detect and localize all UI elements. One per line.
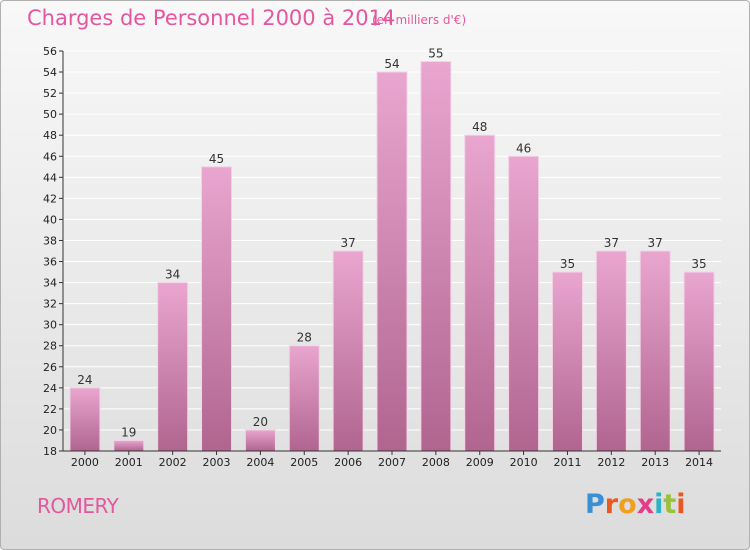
x-tick-label: 2009 bbox=[466, 456, 494, 469]
y-tick-label: 20 bbox=[43, 424, 57, 437]
x-tick-label: 2014 bbox=[685, 456, 713, 469]
logo-letter: r bbox=[604, 489, 619, 520]
x-tick-label: 2010 bbox=[510, 456, 538, 469]
data-label: 35 bbox=[691, 257, 706, 271]
data-label: 55 bbox=[428, 47, 443, 61]
data-label: 54 bbox=[384, 57, 399, 71]
bar bbox=[244, 429, 276, 452]
logo-letter: x bbox=[636, 489, 655, 520]
bar bbox=[157, 282, 189, 452]
data-label: 19 bbox=[121, 425, 136, 439]
logo-letter: t bbox=[663, 489, 677, 520]
y-tick-label: 28 bbox=[43, 340, 57, 353]
x-tick-label: 2011 bbox=[553, 456, 581, 469]
bar bbox=[69, 387, 101, 452]
x-tick-label: 2008 bbox=[422, 456, 450, 469]
y-tick-label: 50 bbox=[43, 108, 57, 121]
data-label: 37 bbox=[340, 236, 355, 250]
data-label: 48 bbox=[472, 120, 487, 134]
bar bbox=[288, 345, 320, 452]
bar bbox=[201, 166, 233, 452]
logo-letter: i bbox=[654, 489, 664, 520]
data-label: 28 bbox=[297, 331, 312, 345]
data-label: 37 bbox=[648, 236, 663, 250]
y-tick-label: 40 bbox=[43, 213, 57, 226]
data-label: 34 bbox=[165, 268, 180, 282]
y-tick-label: 24 bbox=[43, 382, 57, 395]
data-label: 45 bbox=[209, 152, 224, 166]
bar bbox=[683, 271, 715, 452]
y-tick-label: 36 bbox=[43, 256, 57, 269]
x-tick-label: 2006 bbox=[334, 456, 362, 469]
data-label: 37 bbox=[604, 236, 619, 250]
logo-letter: o bbox=[618, 489, 637, 520]
y-tick-label: 18 bbox=[43, 445, 57, 458]
bar bbox=[113, 439, 145, 452]
logo-letter: P bbox=[585, 489, 605, 520]
y-tick-label: 26 bbox=[43, 361, 57, 374]
y-tick-label: 42 bbox=[43, 192, 57, 205]
x-tick-label: 2012 bbox=[597, 456, 625, 469]
bar bbox=[464, 134, 496, 452]
proxiti-logo[interactable]: Proxiti bbox=[585, 489, 686, 520]
bar bbox=[639, 250, 671, 452]
chart-unit: (en milliers d'€) bbox=[372, 13, 467, 27]
data-label: 46 bbox=[516, 141, 531, 155]
y-tick-label: 30 bbox=[43, 319, 57, 332]
y-tick-label: 54 bbox=[43, 66, 57, 79]
y-tick-label: 52 bbox=[43, 87, 57, 100]
bar bbox=[595, 250, 627, 452]
data-label: 20 bbox=[253, 415, 268, 429]
y-tick-label: 22 bbox=[43, 403, 57, 416]
y-tick-label: 38 bbox=[43, 234, 57, 247]
y-tick-label: 34 bbox=[43, 277, 57, 290]
x-tick-label: 2000 bbox=[71, 456, 99, 469]
x-tick-label: 2007 bbox=[378, 456, 406, 469]
bar bbox=[508, 155, 540, 452]
y-tick-label: 48 bbox=[43, 129, 57, 142]
bar bbox=[551, 271, 583, 452]
x-tick-label: 2004 bbox=[246, 456, 274, 469]
bar bbox=[420, 61, 452, 452]
data-label: 24 bbox=[77, 373, 92, 387]
y-tick-label: 44 bbox=[43, 171, 57, 184]
x-tick-label: 2001 bbox=[115, 456, 143, 469]
x-tick-label: 2003 bbox=[203, 456, 231, 469]
y-tick-label: 46 bbox=[43, 150, 57, 163]
bar bbox=[332, 250, 364, 452]
y-tick-label: 32 bbox=[43, 298, 57, 311]
commune-name: ROMERY bbox=[37, 494, 119, 518]
x-tick-label: 2002 bbox=[159, 456, 187, 469]
bar bbox=[376, 71, 408, 452]
x-tick-label: 2013 bbox=[641, 456, 669, 469]
logo-letter: i bbox=[676, 489, 686, 520]
chart-title: Charges de Personnel 2000 à 2014 bbox=[27, 6, 396, 30]
data-label: 35 bbox=[560, 257, 575, 271]
x-tick-label: 2005 bbox=[290, 456, 318, 469]
y-tick-label: 56 bbox=[43, 45, 57, 58]
